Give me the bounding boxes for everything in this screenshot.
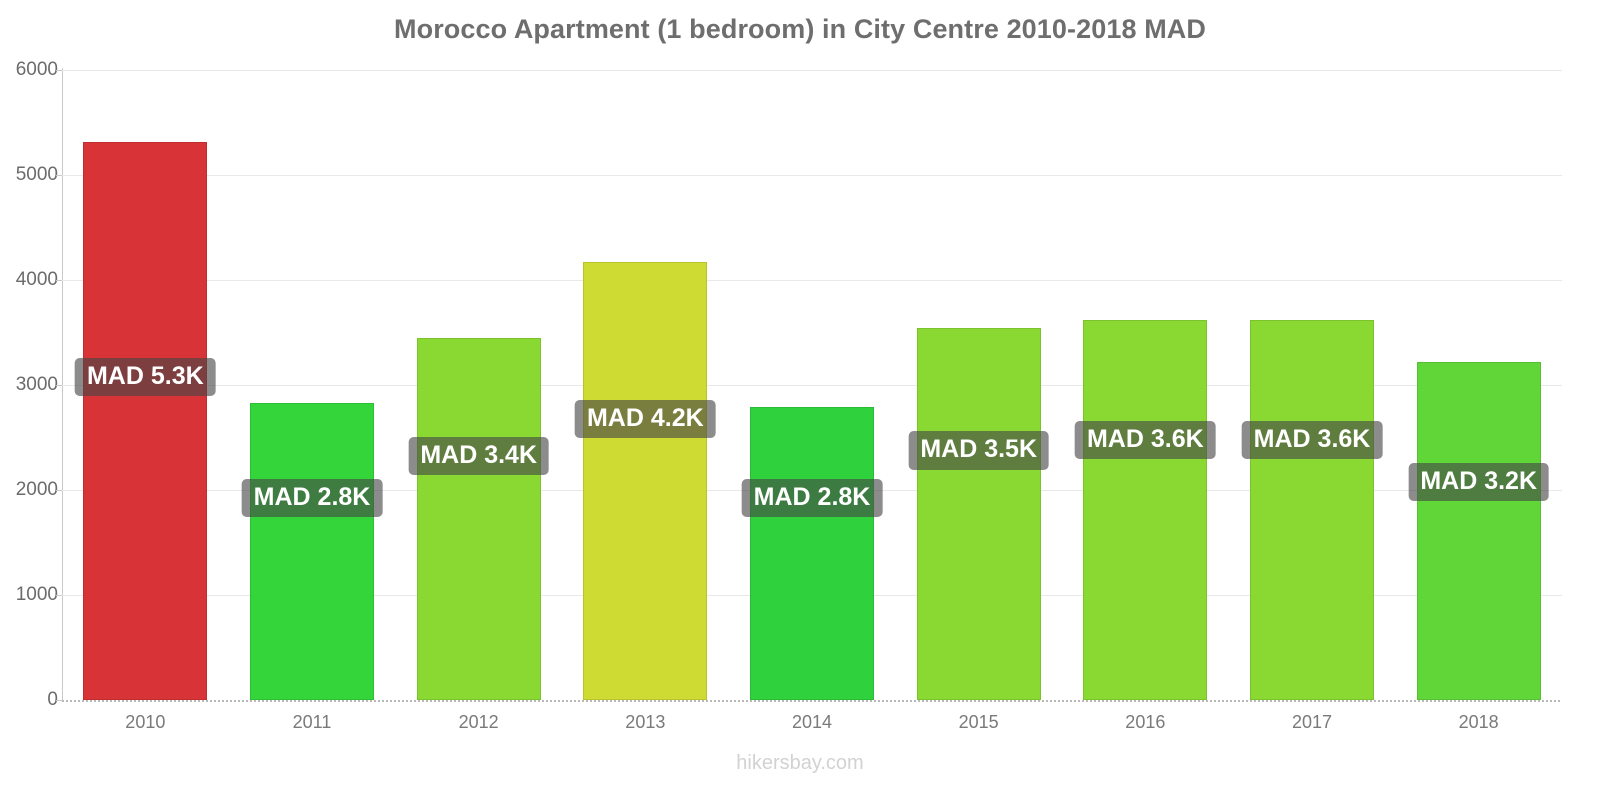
gridline <box>62 280 1562 281</box>
x-axis-line <box>62 700 1562 702</box>
value-label-2017: MAD 3.6K <box>1241 420 1383 459</box>
chart-title: Morocco Apartment (1 bedroom) in City Ce… <box>394 14 1206 44</box>
y-axis-tick-label: 1000 <box>15 584 58 605</box>
footer-credit: hikersbay.com <box>736 752 864 774</box>
y-axis-tick-mark <box>56 490 63 491</box>
y-axis-tick-mark <box>56 280 63 281</box>
y-axis-tick-mark <box>56 385 63 386</box>
y-axis-tick-label: 6000 <box>15 59 58 80</box>
x-axis-tick-label-2010: 2010 <box>125 712 166 732</box>
plot-area: MAD 5.3K MAD 2.8K MAD 3.4K MAD 4.2K MAD 2.8K… <box>62 70 1562 701</box>
y-axis-tick-mark <box>56 595 63 596</box>
x-axis-tick-label-2015: 2015 <box>958 712 999 732</box>
gridline <box>62 175 1562 176</box>
x-axis-tick-label-2011: 2011 <box>292 712 332 732</box>
x-axis-tick-label-2013: 2013 <box>625 712 666 732</box>
value-label-2013: MAD 4.2K <box>574 399 716 438</box>
x-axis-tick-label-2014: 2014 <box>791 712 833 732</box>
bar-2015[interactable] <box>916 327 1041 700</box>
y-axis-tick-mark <box>56 175 63 176</box>
y-axis-tick-mark <box>56 700 63 701</box>
y-axis-tick-label: 0 <box>47 689 58 710</box>
y-axis-tick-label: 3000 <box>15 374 58 395</box>
y-axis-tick-labels: 0 1000 2000 3000 4000 5000 6000 <box>0 0 63 800</box>
bar-2018[interactable] <box>1416 362 1541 700</box>
bar-2013[interactable] <box>583 262 708 700</box>
y-axis-tick-label: 2000 <box>15 479 58 500</box>
x-axis-tick-label-2012: 2012 <box>458 712 499 732</box>
gridline <box>62 70 1562 71</box>
x-axis-tick-label-2017: 2017 <box>1291 712 1333 732</box>
value-label-2010: MAD 5.3K <box>74 357 216 396</box>
value-label-2012: MAD 3.4K <box>408 436 549 475</box>
y-axis-tick-label: 5000 <box>15 164 58 185</box>
y-axis-tick-label: 4000 <box>15 269 58 290</box>
bar-2010[interactable] <box>83 142 208 700</box>
value-label-2015: MAD 3.5K <box>908 431 1049 470</box>
value-label-2018: MAD 3.2K <box>1408 462 1549 501</box>
y-axis-tick-mark <box>56 70 63 71</box>
x-axis-tick-label-2018: 2018 <box>1458 712 1499 732</box>
bar-2016[interactable] <box>1083 320 1208 700</box>
value-label-2014: MAD 2.8K <box>741 478 883 517</box>
bar-2014[interactable] <box>749 407 875 700</box>
value-label-2016: MAD 3.6K <box>1074 420 1216 459</box>
x-axis-tick-label-2016: 2016 <box>1125 712 1166 732</box>
gridline <box>62 385 1562 386</box>
bar-2012[interactable] <box>416 338 541 700</box>
value-label-2011: MAD 2.8K <box>241 478 383 517</box>
bar-2017[interactable] <box>1249 320 1375 700</box>
bar-2011[interactable] <box>249 403 375 700</box>
